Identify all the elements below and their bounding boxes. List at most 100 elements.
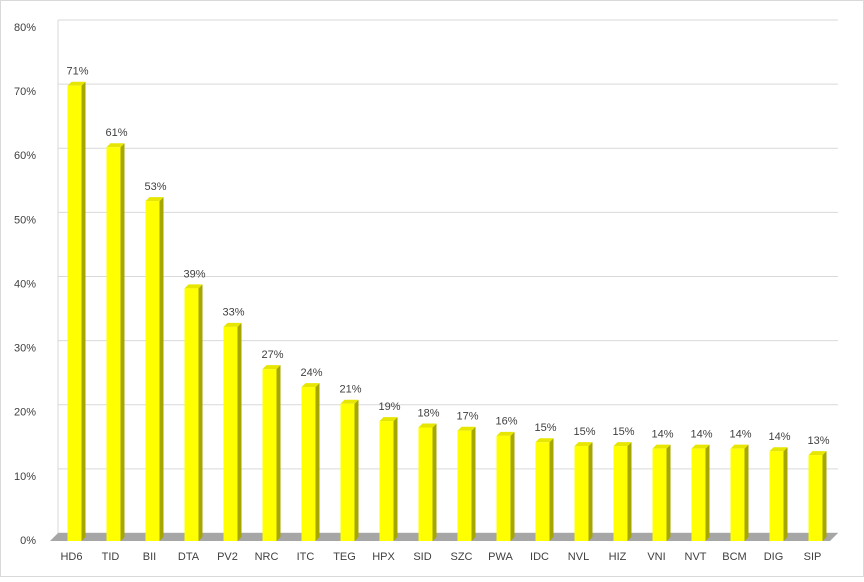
bar-top bbox=[184, 284, 203, 289]
value-label: 13% bbox=[807, 435, 829, 447]
bar-top bbox=[691, 444, 710, 449]
y-tick-label: 20% bbox=[14, 407, 36, 419]
bar bbox=[496, 435, 511, 541]
y-tick-label: 0% bbox=[20, 535, 36, 547]
value-label: 14% bbox=[729, 429, 751, 441]
bar-side bbox=[627, 442, 632, 541]
y-tick-label: 80% bbox=[14, 22, 36, 34]
value-label: 15% bbox=[573, 426, 595, 438]
value-label: 14% bbox=[690, 429, 712, 441]
x-tick-label: HPX bbox=[372, 551, 395, 563]
value-label: 53% bbox=[144, 181, 166, 193]
bar bbox=[769, 451, 784, 541]
bar-top bbox=[808, 451, 827, 456]
bar bbox=[691, 448, 706, 541]
bar bbox=[574, 446, 589, 541]
bar-side bbox=[666, 444, 671, 541]
bar-top bbox=[145, 197, 164, 202]
bar-side bbox=[81, 81, 86, 542]
bar bbox=[457, 430, 472, 541]
bar bbox=[340, 403, 355, 541]
value-label: 16% bbox=[495, 416, 517, 428]
bar-top bbox=[379, 417, 398, 422]
bar-side bbox=[354, 399, 359, 541]
bar-side bbox=[315, 383, 320, 541]
bar-side bbox=[237, 322, 242, 541]
x-tick-label: DIG bbox=[764, 551, 784, 563]
bar-top bbox=[574, 442, 593, 447]
y-tick-label: 10% bbox=[14, 471, 36, 483]
value-label: 15% bbox=[612, 426, 634, 438]
bar bbox=[379, 421, 394, 541]
x-tick-label: IDC bbox=[530, 551, 549, 563]
bar bbox=[106, 147, 121, 541]
x-tick-label: PWA bbox=[488, 551, 513, 563]
x-tick-label: TEG bbox=[333, 551, 356, 563]
bar-side bbox=[432, 423, 437, 541]
x-tick-label: ITC bbox=[297, 551, 315, 563]
bar-side bbox=[120, 143, 125, 541]
y-tick-label: 70% bbox=[14, 86, 36, 98]
bar-side bbox=[744, 444, 749, 541]
bar-side bbox=[198, 284, 203, 541]
bar-top bbox=[106, 143, 125, 148]
x-tick-label: NRC bbox=[255, 551, 279, 563]
bar-side bbox=[549, 438, 554, 541]
bar-top bbox=[613, 442, 632, 447]
bar-top bbox=[652, 444, 671, 449]
x-tick-label: TID bbox=[102, 551, 120, 563]
bar-side bbox=[510, 431, 515, 541]
bar-top bbox=[730, 444, 749, 449]
bar bbox=[67, 85, 82, 542]
y-tick-label: 60% bbox=[14, 150, 36, 162]
bar bbox=[223, 326, 238, 541]
bar-side bbox=[783, 447, 788, 541]
value-label: 61% bbox=[105, 127, 127, 139]
x-tick-label: NVL bbox=[568, 551, 589, 563]
value-label: 19% bbox=[378, 401, 400, 413]
x-tick-label: BII bbox=[143, 551, 156, 563]
floor bbox=[50, 533, 838, 541]
bar bbox=[262, 369, 277, 541]
bar-side bbox=[159, 197, 164, 541]
value-label: 21% bbox=[339, 384, 361, 396]
bar-top bbox=[769, 447, 788, 452]
value-label: 14% bbox=[651, 429, 673, 441]
bar bbox=[301, 387, 316, 541]
value-label: 71% bbox=[66, 66, 88, 78]
value-label: 17% bbox=[456, 411, 478, 423]
bar-side bbox=[393, 417, 398, 541]
x-tick-label: VNI bbox=[647, 551, 665, 563]
x-tick-label: BCM bbox=[722, 551, 746, 563]
bar-side bbox=[822, 451, 827, 541]
bar-top bbox=[67, 81, 86, 86]
x-tick-label: HIZ bbox=[609, 551, 627, 563]
bar bbox=[145, 201, 160, 541]
bar-top bbox=[457, 426, 476, 431]
bar-top bbox=[496, 431, 515, 436]
x-tick-label: SZC bbox=[451, 551, 473, 563]
x-tick-label: SIP bbox=[804, 551, 822, 563]
y-tick-label: 40% bbox=[14, 278, 36, 290]
bar-top bbox=[262, 365, 281, 370]
x-tick-label: SID bbox=[413, 551, 431, 563]
bar-side bbox=[471, 426, 476, 541]
bar-side bbox=[705, 444, 710, 541]
value-label: 15% bbox=[534, 422, 556, 434]
bar bbox=[613, 446, 628, 541]
bar bbox=[652, 448, 667, 541]
bar-top bbox=[418, 423, 437, 428]
bar bbox=[535, 442, 550, 541]
bar-side bbox=[276, 365, 281, 541]
bar-top bbox=[535, 438, 554, 443]
bar-top bbox=[223, 322, 242, 327]
value-label: 18% bbox=[417, 407, 439, 419]
value-label: 33% bbox=[222, 307, 244, 319]
x-tick-label: NVT bbox=[685, 551, 707, 563]
y-tick-label: 50% bbox=[14, 214, 36, 226]
bar-top bbox=[301, 383, 320, 388]
bar bbox=[184, 288, 199, 541]
value-label: 24% bbox=[300, 367, 322, 379]
x-tick-label: PV2 bbox=[217, 551, 238, 563]
